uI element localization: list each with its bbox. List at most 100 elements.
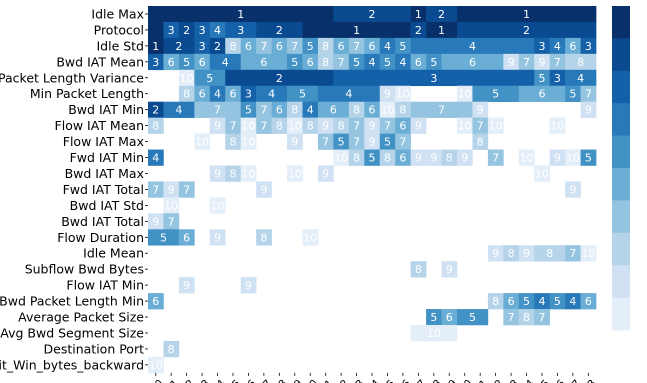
cell-label: 6: [446, 311, 453, 324]
heatmap-cell: [364, 53, 381, 71]
heatmap-cell: [287, 165, 303, 182]
heatmap-cell: [565, 37, 581, 55]
cell-label: 5: [585, 152, 592, 165]
heatmap-cell: [194, 21, 211, 39]
cell-label: 8: [307, 120, 314, 133]
heatmap-cell: [209, 53, 241, 71]
heatmap-cell: [364, 133, 381, 150]
row-label: Packet Length Variance: [0, 70, 144, 85]
cell-label: 6: [369, 40, 376, 53]
row-label: Flow IAT Min: [66, 278, 144, 293]
cell-label: 9: [446, 263, 453, 276]
cell-label: 7: [523, 56, 530, 69]
heatmap-cell: [240, 37, 257, 55]
heatmap-cell: [549, 53, 566, 71]
heatmap-cell: [379, 85, 396, 102]
heatmap-cell: [364, 37, 381, 55]
heatmap-cell: [364, 101, 381, 118]
cell-label: 5: [384, 56, 391, 69]
cell-label: 10: [550, 120, 564, 133]
cell-label: 8: [168, 343, 175, 356]
cell-label: 5: [353, 56, 360, 69]
cell-label: 5: [430, 56, 437, 69]
heatmap-cell: [472, 117, 489, 134]
cell-label: 5: [160, 231, 167, 244]
cell-label: 8: [477, 136, 484, 149]
cell-label: 4: [569, 295, 576, 308]
column-label: 9: [292, 378, 305, 383]
heatmap-cell: [225, 69, 334, 87]
cell-label: 9: [477, 104, 484, 117]
cell-label: 6: [260, 56, 267, 69]
cell-label: 6: [245, 40, 252, 53]
cell-label: 6: [199, 56, 206, 69]
cell-label: 10: [195, 136, 209, 149]
cell-label: 8: [353, 152, 360, 165]
column-label: 22: [488, 378, 506, 383]
heatmap-cell: [209, 197, 226, 214]
row-label: Idle Mean: [83, 246, 144, 261]
cell-label: 6: [307, 56, 314, 69]
heatmap-cell: [178, 85, 195, 102]
heatmap-cell: [518, 245, 535, 262]
cell-label: 8: [152, 120, 159, 133]
cell-label: 4: [345, 88, 352, 101]
cell-label: 9: [183, 279, 190, 292]
heatmap-cell: [395, 117, 411, 134]
cell-label: 10: [427, 327, 441, 340]
heatmap-cell: [518, 309, 535, 326]
heatmap-cell: [379, 53, 396, 71]
heatmap-cell: [348, 133, 365, 150]
row-label: Init_Win_bytes_backward: [0, 357, 144, 372]
cell-label: 6: [585, 295, 592, 308]
colorbar-segment: [612, 135, 630, 169]
heatmap-cell: [333, 37, 350, 55]
heatmap-cell: [317, 117, 334, 134]
heatmap-cell: [441, 53, 504, 71]
heatmap-cell: [178, 229, 195, 246]
row-label: Protocol: [94, 22, 144, 37]
heatmap-cell: [287, 133, 303, 150]
cell-label: 7: [260, 40, 267, 53]
row-label: Avg Bwd Segment Size: [0, 325, 144, 340]
heatmap-cell: [256, 21, 303, 39]
heatmap-cell: [549, 69, 566, 87]
heatmap-cell: [271, 117, 288, 134]
cell-label: 5: [538, 72, 545, 85]
cell-label: 6: [168, 56, 175, 69]
cell-label: 5: [369, 152, 376, 165]
heatmap-cell: [148, 356, 164, 374]
row-label: Bwd IAT Min: [68, 102, 144, 117]
heatmap-cell: [317, 53, 334, 71]
cell-label: 5: [299, 88, 306, 101]
cell-label: 5: [291, 56, 298, 69]
column-label: 15: [380, 378, 398, 383]
cell-label: 10: [458, 120, 472, 133]
cell-label: 9: [214, 120, 221, 133]
colorbar-segment: [612, 38, 630, 72]
cell-label: 7: [569, 247, 576, 260]
heatmap-cell: [518, 293, 535, 310]
cell-label: 3: [245, 88, 252, 101]
cell-label: 2: [415, 24, 422, 37]
heatmap-cell: [333, 53, 350, 71]
heatmap-cell: [580, 85, 597, 102]
cell-label: 4: [399, 56, 406, 69]
heatmap-cell: [148, 101, 164, 118]
heatmap-cell: [379, 101, 396, 118]
cell-label: 7: [183, 183, 190, 196]
cell-label: 2: [276, 72, 283, 85]
cell-label: 8: [229, 40, 236, 53]
heatmap-cell: [302, 117, 319, 134]
cell-label: 10: [520, 152, 534, 165]
row-label: Flow IAT Max: [63, 134, 144, 149]
column-label: 20: [457, 378, 475, 383]
heatmap-cell: [441, 149, 458, 166]
cell-label: 9: [369, 136, 376, 149]
heatmap-cell: [410, 53, 427, 71]
cell-label: 10: [241, 120, 255, 133]
heatmap-cell: [379, 133, 396, 150]
cell-label: 4: [538, 295, 545, 308]
cell-label: 6: [569, 40, 576, 53]
cell-label: 1: [353, 24, 360, 37]
